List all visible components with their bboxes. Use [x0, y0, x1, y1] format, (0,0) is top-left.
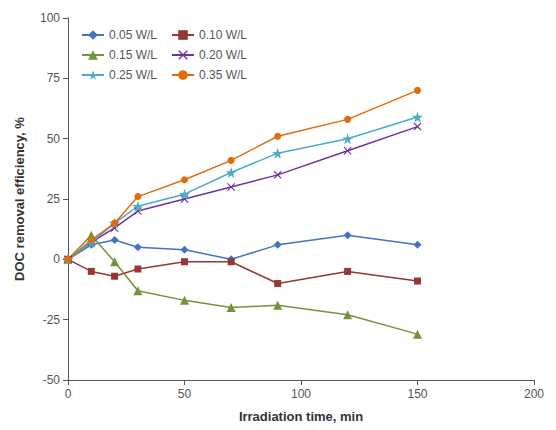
- svg-text:75: 75: [47, 71, 61, 85]
- svg-text:100: 100: [40, 11, 60, 25]
- svg-text:0.15 W/L: 0.15 W/L: [109, 48, 157, 62]
- svg-text:0: 0: [65, 387, 72, 401]
- svg-text:50: 50: [178, 387, 192, 401]
- svg-text:0.35 W/L: 0.35 W/L: [199, 68, 247, 82]
- svg-text:25: 25: [47, 192, 61, 206]
- svg-text:0: 0: [53, 252, 60, 266]
- svg-text:0.25 W/L: 0.25 W/L: [109, 68, 157, 82]
- svg-text:100: 100: [291, 387, 311, 401]
- svg-text:0.10 W/L: 0.10 W/L: [199, 28, 247, 42]
- svg-text:150: 150: [407, 387, 427, 401]
- svg-text:DOC removal efficiency, %: DOC removal efficiency, %: [12, 117, 27, 281]
- svg-text:0.05 W/L: 0.05 W/L: [109, 28, 157, 42]
- svg-text:Irradiation time, min: Irradiation time, min: [239, 409, 363, 424]
- svg-text:0.20 W/L: 0.20 W/L: [199, 48, 247, 62]
- svg-text:-25: -25: [43, 313, 61, 327]
- svg-text:200: 200: [524, 387, 544, 401]
- svg-text:50: 50: [47, 132, 61, 146]
- svg-text:-50: -50: [43, 373, 61, 387]
